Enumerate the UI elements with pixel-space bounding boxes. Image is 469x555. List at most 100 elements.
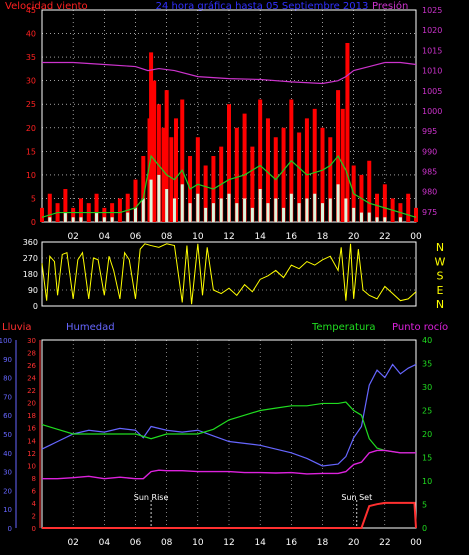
rain-tick-label: 4 xyxy=(32,500,37,508)
left-axis-tick-label: 40 xyxy=(26,30,36,39)
x-axis-tick-label: 16 xyxy=(286,232,298,242)
temperature-tick-label: 0 xyxy=(422,524,427,533)
left-axis-tick-label: 45 xyxy=(26,6,36,15)
temperature-tick-label: 5 xyxy=(422,501,427,510)
humidity-tick-label: 100 xyxy=(0,337,12,345)
sun-marker-label: Sun Set xyxy=(341,493,372,502)
left-axis-tick-label: 20 xyxy=(26,124,36,133)
temperature-title: Temperatura xyxy=(311,322,376,333)
direction-tick-label: 270 xyxy=(23,254,38,263)
x-axis-tick-label: 22 xyxy=(379,538,390,548)
rain-tick-label: 26 xyxy=(27,362,36,370)
humidity-tick-label: 60 xyxy=(3,412,12,420)
rain-tick-label: 12 xyxy=(27,450,36,458)
right-axis-tick-label: 975 xyxy=(422,208,437,217)
rain-tick-label: 22 xyxy=(27,387,36,395)
direction-tick-label: 0 xyxy=(33,302,38,311)
left-axis-tick-label: 35 xyxy=(26,53,36,62)
left-axis-tick-label: 30 xyxy=(26,77,36,86)
rain-tick-label: 16 xyxy=(27,425,36,433)
humidity-title: Humedad xyxy=(66,322,115,333)
compass-label: N xyxy=(436,298,444,311)
wind-pressure-panel: 0510152025303540459759809859909951000100… xyxy=(26,6,443,242)
rain-tick-label: 6 xyxy=(32,487,37,495)
direction-tick-label: 360 xyxy=(23,238,38,247)
temperature-tick-label: 30 xyxy=(422,383,432,392)
date-title: 24 hora gráfica hasta 05 Septiembre 2013 xyxy=(156,0,369,12)
rain-tick-label: 24 xyxy=(27,375,36,383)
x-axis-tick-label: 04 xyxy=(99,232,111,242)
direction-tick-label: 180 xyxy=(23,270,38,279)
right-axis-tick-label: 1025 xyxy=(422,6,442,15)
right-axis-tick-label: 980 xyxy=(422,188,437,197)
humidity-line xyxy=(41,363,417,467)
x-axis-tick-label: 02 xyxy=(67,538,78,548)
humidity-tick-label: 40 xyxy=(3,450,12,458)
rain-tick-label: 14 xyxy=(27,437,36,445)
x-axis-tick-label: 08 xyxy=(161,538,173,548)
left-axis-tick-label: 15 xyxy=(26,147,36,156)
x-axis-tick-label: 18 xyxy=(317,538,329,548)
wind-average-line xyxy=(41,154,417,218)
right-axis-tick-label: 1005 xyxy=(422,87,442,96)
right-axis-tick-label: 1020 xyxy=(422,26,442,35)
right-axis-tick-label: 990 xyxy=(422,147,437,156)
rain-tick-label: 0 xyxy=(32,525,36,533)
rain-tick-label: 28 xyxy=(27,350,36,358)
rain-tick-label: 30 xyxy=(27,337,36,345)
x-axis-tick-label: 06 xyxy=(130,232,142,242)
left-axis-tick-label: 0 xyxy=(31,218,36,227)
right-axis-tick-label: 1015 xyxy=(422,46,442,55)
humidity-tick-label: 30 xyxy=(3,469,12,477)
wind-direction-line xyxy=(41,243,417,305)
rain-tick-label: 20 xyxy=(27,400,36,408)
humidity-temperature-panel: 02 04 06 08 10 12 14 16 18 20 22 000102030405060708… xyxy=(0,336,432,548)
x-axis-tick-label: 12 xyxy=(223,538,234,548)
temperature-tick-label: 35 xyxy=(422,360,432,369)
humidity-tick-label: 0 xyxy=(8,525,12,533)
rain-tick-label: 18 xyxy=(27,412,36,420)
x-axis-tick-label: 20 xyxy=(348,232,360,242)
pressure-title: Presión xyxy=(372,0,408,12)
x-axis-tick-label: 00 xyxy=(410,232,422,242)
compass-label: N xyxy=(436,241,444,254)
rain-tick-label: 10 xyxy=(27,462,36,470)
left-axis-tick-label: 10 xyxy=(26,171,36,180)
humidity-tick-label: 70 xyxy=(3,393,12,401)
temperature-tick-label: 25 xyxy=(422,407,432,416)
dewpoint-title: Punto rocío xyxy=(392,321,448,333)
wind-speed-title: Velocidad viento xyxy=(5,1,88,12)
x-axis-tick-label: 04 xyxy=(99,538,111,548)
x-axis-tick-label: 00 xyxy=(410,538,422,548)
x-axis-tick-label: 20 xyxy=(348,538,360,548)
direction-tick-label: 90 xyxy=(28,286,38,295)
left-axis-tick-label: 5 xyxy=(31,194,36,203)
humidity-tick-label: 50 xyxy=(3,431,12,439)
humidity-tick-label: 10 xyxy=(3,506,12,514)
dewpoint-line xyxy=(42,449,416,480)
rain-tick-label: 8 xyxy=(32,475,36,483)
temperature-tick-label: 20 xyxy=(422,430,432,439)
temperature-line xyxy=(41,401,416,454)
rain-line xyxy=(42,501,417,529)
x-axis-tick-label: 16 xyxy=(286,538,298,548)
right-axis-tick-label: 1010 xyxy=(422,67,442,76)
sun-marker-label: Sun Rise xyxy=(134,493,169,502)
pressure-line xyxy=(42,61,417,85)
compass-label: W xyxy=(435,255,446,268)
temperature-tick-label: 15 xyxy=(422,454,432,463)
x-axis-tick-label: 02 xyxy=(67,232,78,242)
x-axis-tick-label: 18 xyxy=(317,232,329,242)
humidity-tick-label: 90 xyxy=(3,356,12,364)
left-axis-tick-label: 25 xyxy=(26,100,36,109)
x-axis-tick-label: 08 xyxy=(161,232,173,242)
right-axis-tick-label: 1000 xyxy=(422,107,442,116)
x-axis-tick-label: 10 xyxy=(192,538,204,548)
humidity-tick-label: 80 xyxy=(3,375,12,383)
x-axis-tick-label: 06 xyxy=(130,538,142,548)
x-axis-tick-label: 22 xyxy=(379,232,390,242)
right-axis-tick-label: 995 xyxy=(422,127,437,136)
temperature-tick-label: 10 xyxy=(422,477,432,486)
